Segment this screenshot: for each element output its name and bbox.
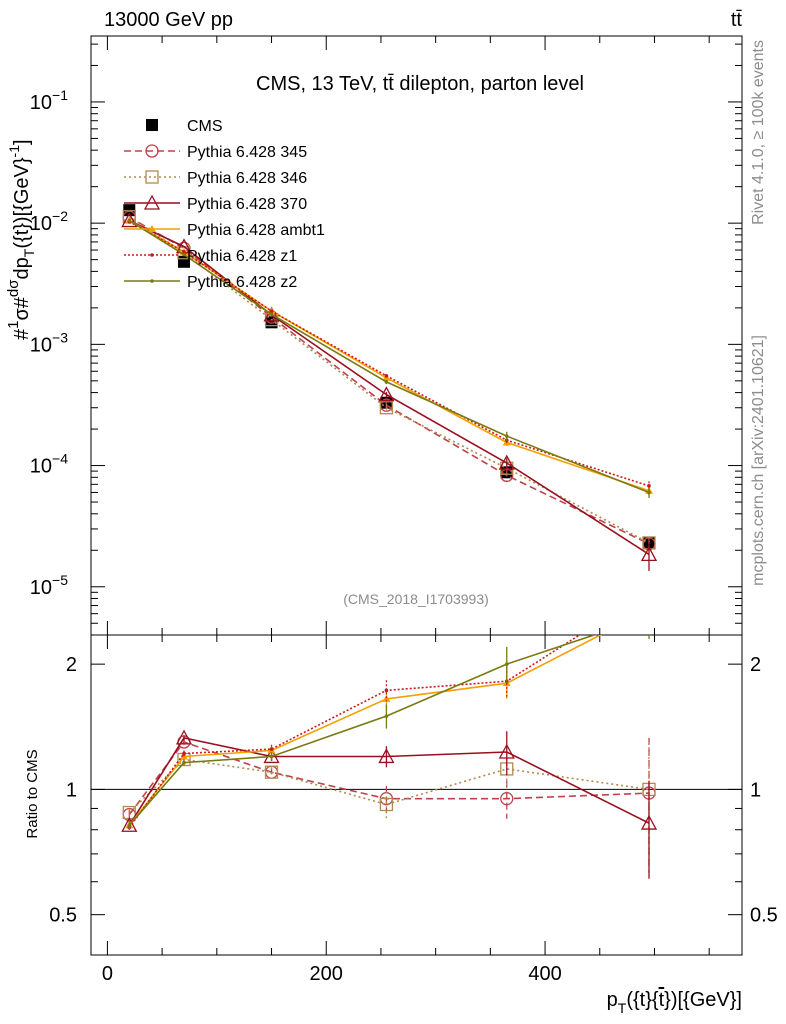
legend-label-p345: Pythia 6.428 345: [187, 144, 307, 161]
ratio-point-z1: [647, 589, 651, 593]
ratio-series-line-ambt1: [128, 635, 603, 826]
legend-marker-z2: [150, 279, 154, 283]
ratio-y-tick-label-right: 1: [750, 779, 761, 801]
main-y-tick-label: 10−4: [30, 451, 68, 478]
main-series-line-z1: [128, 220, 650, 487]
ratio-point-z1: [384, 688, 389, 693]
main-point-p370: [378, 386, 395, 402]
ratio-point-p346: [379, 797, 394, 812]
main-y-tick-label: 10−3: [30, 329, 68, 356]
main-series-line-p346: [128, 216, 650, 544]
ratio-y-tick-label: 0.5: [49, 905, 77, 927]
ratio-y-axis-label: Ratio to CMS: [24, 749, 41, 838]
chart-title: CMS, 13 TeV, tt̄ dilepton, parton level: [256, 73, 584, 95]
main-point-z2: [269, 312, 274, 317]
ratio-point-p370: [378, 748, 395, 764]
legend-label-ambt1: Pythia 6.428 ambt1: [187, 222, 325, 239]
main-point-z1: [182, 250, 186, 254]
main-point-z2: [504, 434, 509, 438]
main-axes: 10−5 10−4 10−3 10−2 10−1: [30, 36, 742, 636]
ratio-point-ambt1: [382, 694, 391, 702]
legend: CMS Pythia 6.428 345 Pythia 6.428 346 Pythi…: [124, 118, 325, 291]
ratio-series-line-p345: [128, 741, 650, 816]
ratio-series-group: [121, 589, 658, 879]
svg-text:#1σ#dσdpT({t})[{GeV}-1]: #1σ#dσdpT({t})[{GeV}-1]: [5, 139, 37, 340]
x-tick-label: 400: [528, 963, 561, 985]
main-y-tick-label: 10−5: [30, 572, 68, 599]
main-point-p370: [263, 306, 280, 322]
ratio-point-p370: [498, 743, 515, 759]
legend-label-z1: Pythia 6.428 z1: [187, 248, 297, 265]
legend-marker-cms: [146, 119, 158, 131]
legend-marker-z1: [150, 253, 154, 257]
main-y-tick-label: 10−1: [30, 87, 68, 114]
analysis-tag: (CMS_2018_I1703993): [343, 591, 489, 607]
legend-label-p346: Pythia 6.428 346: [187, 170, 307, 187]
ratio-series-line-z2: [128, 635, 597, 826]
main-point-z1: [384, 374, 389, 378]
ratio-point-p345: [500, 792, 514, 806]
legend-label-p370: Pythia 6.428 370: [187, 196, 307, 213]
mcplots-label: mcplots.cern.ch [arXiv:2401.10621]: [750, 335, 767, 586]
x-axis-label: pT({t}{t})[{GeV}]: [607, 989, 742, 1016]
main-point-z2: [384, 380, 389, 384]
ratio-point-z2: [182, 760, 186, 765]
main-y-axis-label: #1σ#dσdpT({t})[{GeV}-1]: [5, 139, 37, 340]
ratio-point-ambt1: [645, 606, 653, 613]
main-series-line-p345: [128, 216, 650, 545]
ratio-point-p370: [175, 729, 193, 745]
ratio-axes: 0.5 0.5 1 1 2 2 0 200 400: [49, 635, 778, 985]
legend-marker-p346: [145, 170, 159, 184]
ratio-point-z2: [269, 754, 274, 759]
legend-marker-p370: [143, 194, 161, 210]
legend-label-z2: Pythia 6.428 z2: [187, 274, 297, 291]
beam-label: 13000 GeV pp: [104, 9, 233, 31]
ratio-y-tick-label-right: 0.5: [750, 905, 778, 927]
ratio-point-p370: [640, 814, 658, 830]
legend-marker-ambt1: [148, 225, 156, 232]
main-series-group: [121, 204, 658, 571]
x-tick-label: 200: [310, 963, 343, 985]
legend-marker-p345: [145, 144, 159, 158]
main-point-p370: [640, 546, 658, 562]
main-point-p370: [121, 212, 138, 228]
x-tick-label: 0: [102, 963, 113, 985]
main-point-z1: [647, 484, 651, 488]
ratio-y-tick-label-right: 2: [750, 654, 761, 676]
main-series-line-ambt1: [128, 219, 650, 492]
ratio-y-tick-label: 1: [66, 779, 77, 801]
ratio-point-z2: [127, 823, 132, 828]
ratio-point-p346: [264, 765, 279, 779]
main-series-line-p370: [128, 219, 650, 556]
rivet-label: Rivet 4.1.0, ≥ 100k events: [750, 40, 767, 225]
ratio-point-z1: [269, 747, 274, 751]
ratio-y-tick-label: 2: [66, 654, 77, 676]
main-series-line-z2: [128, 219, 650, 494]
ratio-point-z2: [647, 615, 651, 619]
main-point-p346: [379, 401, 394, 415]
main-point-z2: [647, 490, 651, 495]
main-point-z2: [182, 252, 186, 257]
ratio-point-z1: [182, 751, 186, 756]
ratio-series-line-p370: [128, 737, 650, 826]
process-label: tt̄: [731, 9, 743, 31]
main-point-z2: [127, 218, 132, 223]
main-point-z1: [269, 309, 274, 313]
main-point-p370: [498, 454, 515, 470]
ratio-point-z2: [384, 714, 389, 718]
ratio-series-line-z1: [128, 635, 582, 828]
ratio-point-z2: [504, 662, 509, 666]
main-y-tick-label: 10−2: [30, 208, 68, 235]
legend-label-cms: CMS: [187, 118, 223, 135]
ratio-panel-frame: [90, 634, 743, 956]
